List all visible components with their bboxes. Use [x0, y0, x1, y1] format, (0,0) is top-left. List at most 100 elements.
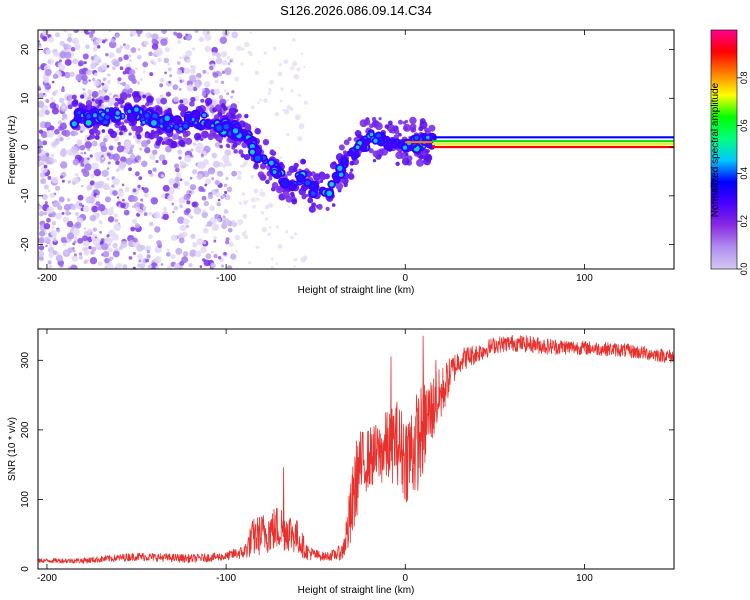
colorbar-tick-label: 0.4 [739, 167, 749, 180]
x-tick-label: -100 [216, 273, 236, 284]
noise-blob [69, 71, 75, 77]
noise-blob [277, 146, 280, 149]
ridge-blob [347, 136, 352, 142]
ridge-blob [204, 97, 213, 106]
noise-blob [196, 173, 203, 180]
noise-blob [267, 232, 271, 237]
noise-blob [160, 193, 166, 199]
ridge-blob [349, 171, 353, 175]
noise-blob [177, 39, 182, 44]
noise-blob [102, 250, 110, 258]
noise-blob [185, 225, 189, 229]
noise-blob [38, 66, 41, 70]
noise-blob [125, 157, 133, 165]
noise-blob [105, 52, 109, 57]
noise-blob [66, 36, 73, 43]
noise-blob [293, 232, 298, 236]
noise-blob [193, 80, 199, 86]
noise-blob [48, 243, 53, 247]
noise-blob [91, 140, 98, 147]
noise-blob [101, 242, 109, 251]
noise-blob [93, 169, 102, 177]
noise-blob [137, 208, 144, 215]
noise-blob [217, 170, 224, 177]
noise-blob [132, 266, 136, 269]
ridge-blob [159, 137, 163, 141]
ridge-blob [291, 198, 298, 205]
noise-blob [258, 61, 261, 64]
noise-blob [231, 221, 238, 228]
noise-blob [147, 264, 153, 269]
noise-blob [151, 33, 159, 41]
noise-blob [142, 70, 146, 74]
noise-blob [70, 264, 78, 269]
noise-blob [115, 160, 120, 166]
noise-blob [83, 151, 87, 155]
noise-blob [140, 140, 149, 148]
ridge-core-inner [392, 142, 397, 147]
noise-blob [171, 134, 178, 141]
noise-blob [277, 71, 283, 77]
noise-blob [154, 256, 162, 264]
noise-blob [51, 107, 59, 115]
noise-blob [54, 139, 60, 146]
colorbar-tick-label: 0.0 [739, 263, 749, 276]
noise-blob [174, 167, 180, 173]
ridge-core-inner [254, 155, 261, 162]
noise-blob [55, 32, 60, 38]
y-tick-label: -20 [20, 237, 31, 252]
y-tick-label: 200 [20, 421, 31, 438]
noise-blob [188, 262, 193, 268]
ridge-blob [259, 163, 267, 170]
noise-blob [97, 59, 102, 64]
noise-blob [59, 137, 64, 142]
noise-blob [221, 70, 226, 74]
ridge-blob [253, 163, 259, 170]
noise-blob [88, 33, 94, 39]
noise-blob [224, 67, 232, 75]
noise-blob [49, 157, 53, 162]
noise-blob [43, 184, 49, 190]
noise-blob [199, 265, 203, 268]
ridge-blob [161, 141, 166, 145]
ridge-blob [371, 116, 377, 122]
noise-blob [113, 213, 118, 218]
noise-blob [283, 108, 290, 115]
ridge-blob [114, 102, 119, 107]
ridge-blob [214, 104, 223, 112]
noise-blob [263, 51, 268, 55]
ridge-blob [220, 103, 226, 108]
noise-blob [253, 188, 259, 194]
x-tick-label: 100 [576, 273, 593, 284]
noise-blob [162, 213, 169, 221]
ridge-blob [301, 193, 307, 199]
noise-blob [59, 40, 65, 47]
noise-blob [92, 77, 96, 82]
noise-blob [249, 52, 253, 57]
noise-blob [43, 211, 48, 216]
noise-blob [75, 73, 83, 82]
noise-blob [140, 244, 146, 250]
noise-blob [59, 134, 62, 138]
noise-blob [83, 249, 90, 256]
noise-blob [74, 131, 79, 136]
noise-blob [121, 81, 126, 87]
noise-blob [45, 244, 48, 248]
noise-blob [114, 218, 119, 223]
noise-blob [134, 223, 141, 229]
noise-blob [64, 51, 72, 59]
noise-blob [129, 69, 136, 76]
ridge-blob [405, 152, 409, 157]
ridge-blob [109, 130, 118, 139]
ridge-blob [347, 173, 355, 180]
ridge-blob [316, 203, 323, 210]
ridge-blob [190, 96, 196, 103]
noise-blob [176, 69, 183, 75]
ridge-core-inner [390, 139, 394, 143]
noise-blob [110, 256, 114, 260]
noise-blob [152, 167, 157, 173]
noise-blob [91, 250, 96, 255]
noise-blob [131, 218, 138, 225]
ridge-blob [199, 137, 204, 142]
ridge-blob [92, 127, 98, 133]
